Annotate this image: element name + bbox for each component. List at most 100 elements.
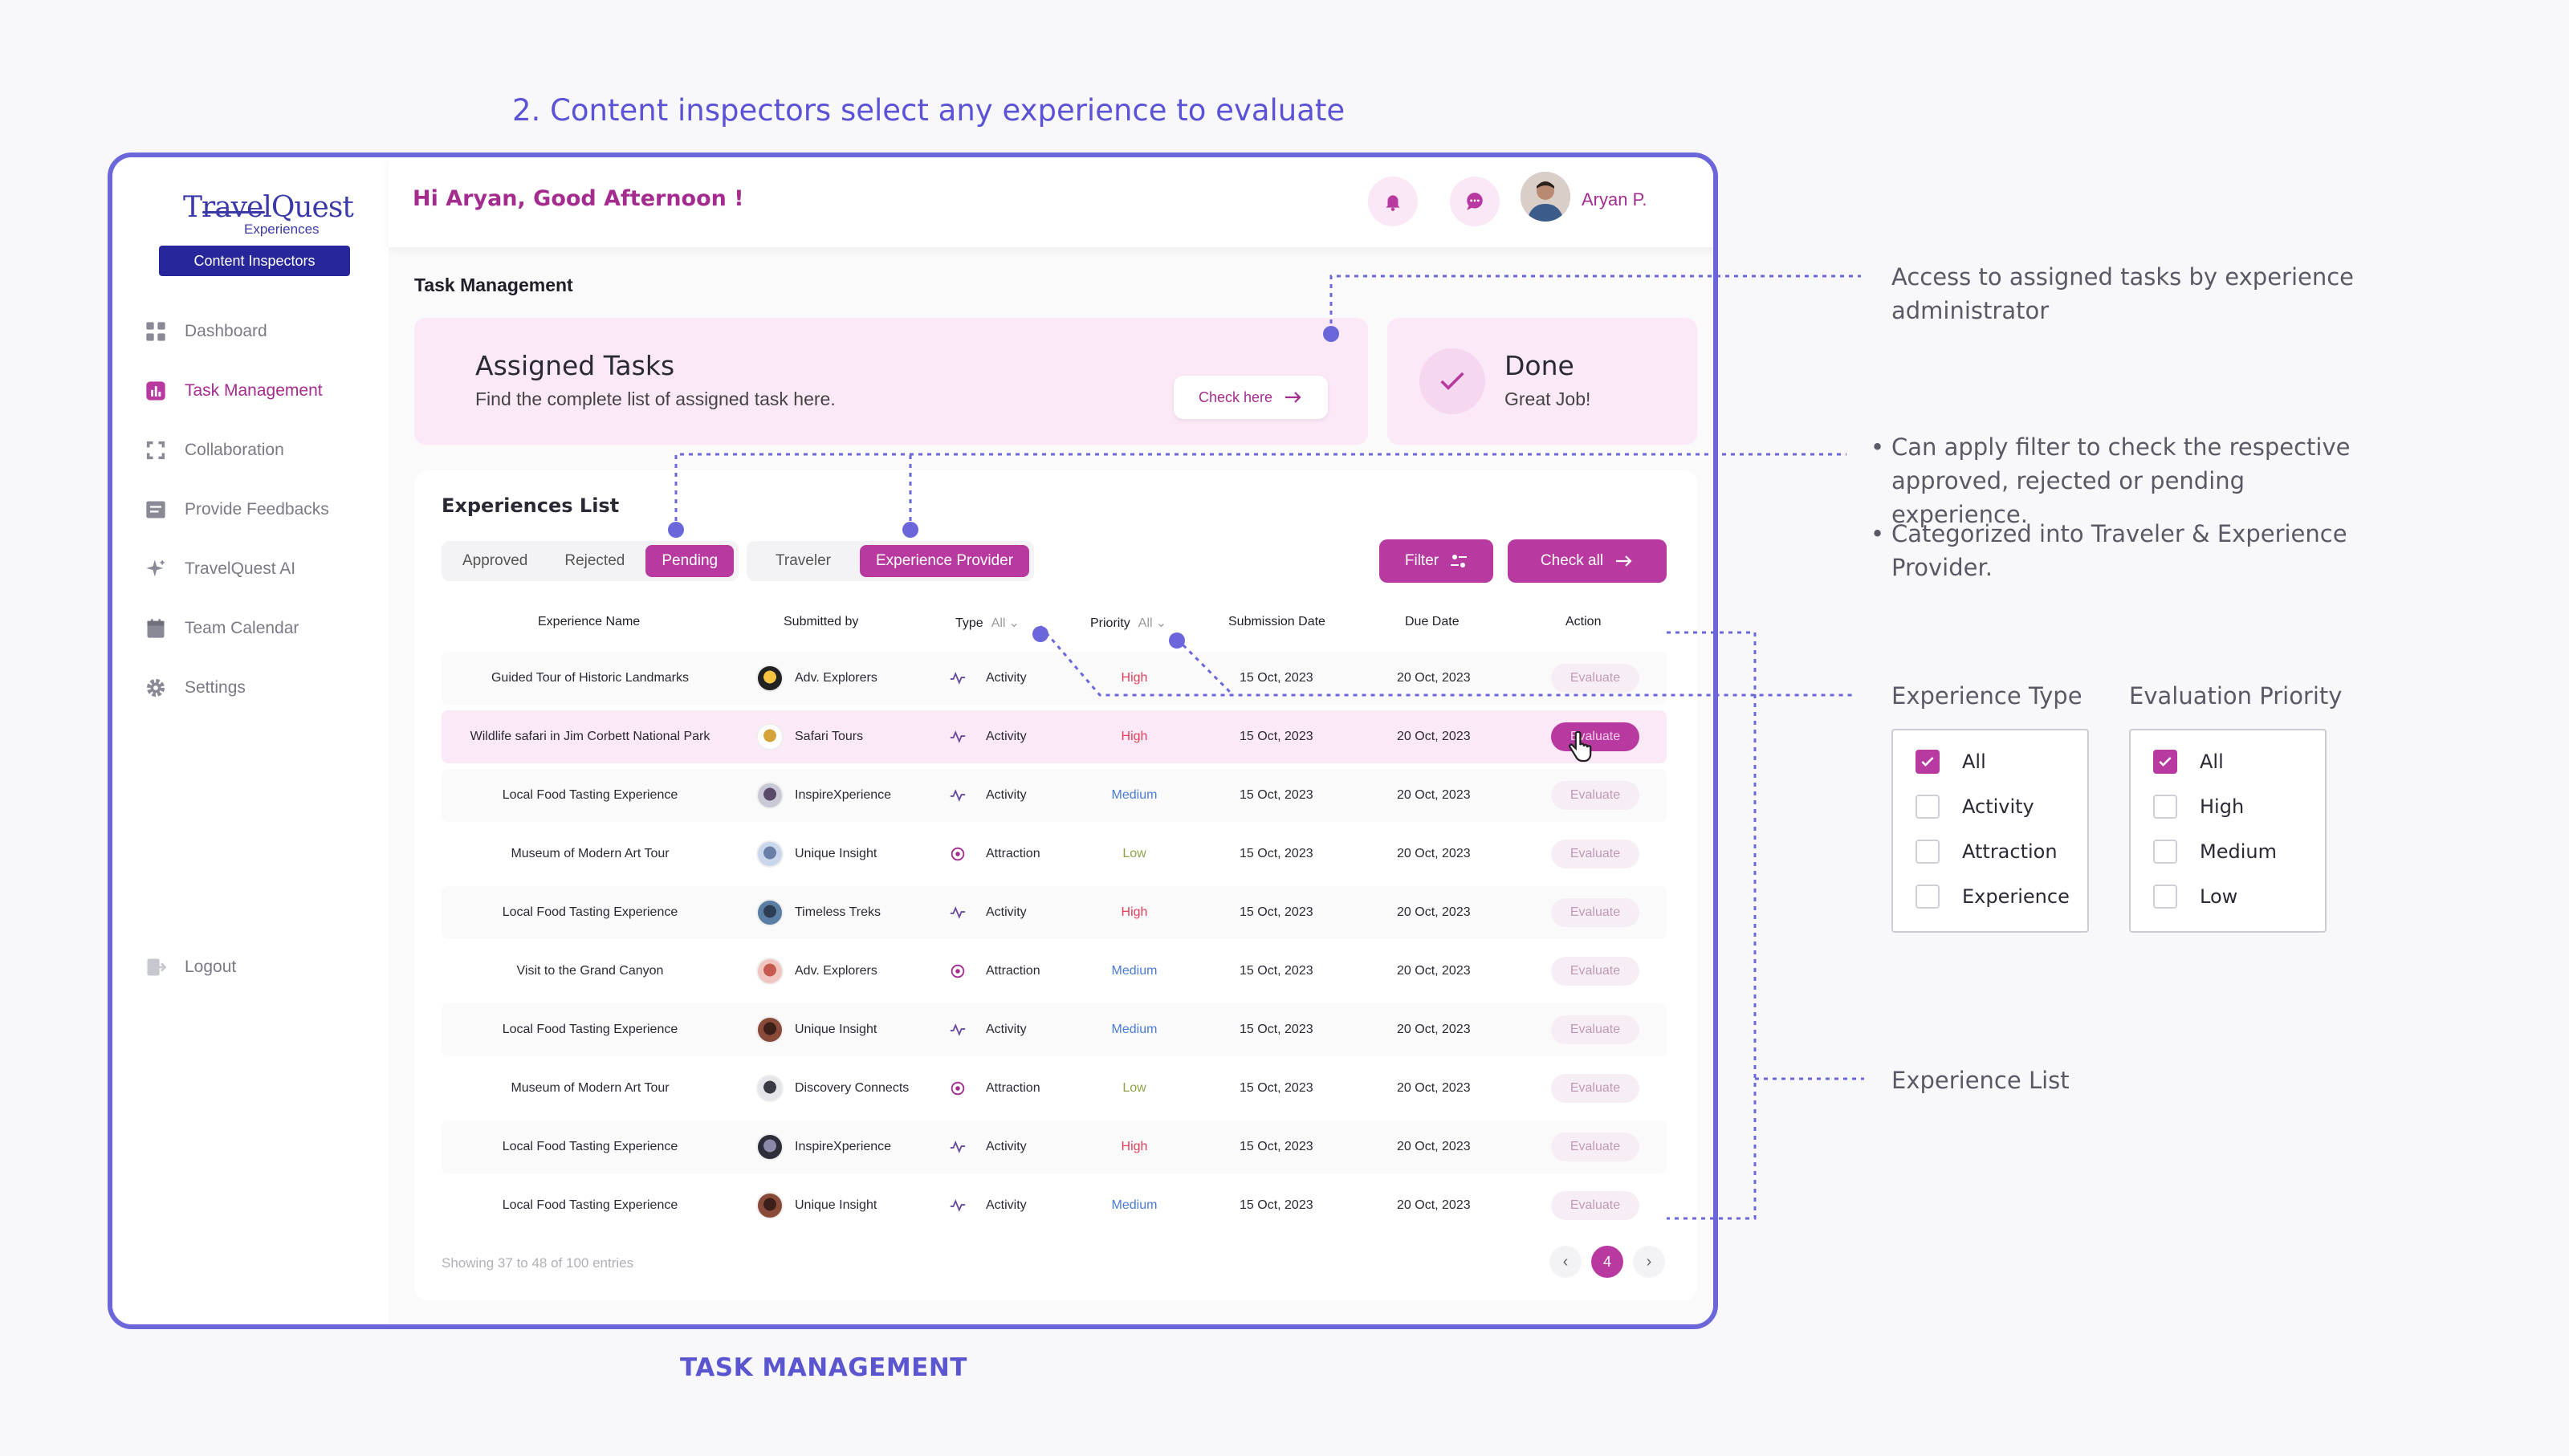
table-row[interactable]: Museum of Modern Art Tour Discovery Conne…: [442, 1062, 1667, 1115]
category-tabs: Traveler Experience Provider: [747, 541, 1035, 581]
messages-button[interactable]: [1450, 177, 1500, 226]
checkbox[interactable]: [2153, 840, 2177, 864]
annotation-assigned-tasks: Access to assigned tasks by experience a…: [1891, 263, 2355, 324]
evaluate-button[interactable]: Evaluate: [1551, 781, 1639, 810]
notification-button[interactable]: [1368, 177, 1418, 226]
evaluate-cell: Evaluate: [1551, 1179, 1639, 1232]
entries-info: Showing 37 to 48 of 100 entries: [442, 1255, 634, 1271]
arrow-right-icon: [1285, 392, 1301, 403]
tab-rejected[interactable]: Rejected: [564, 552, 625, 569]
avatar: [756, 723, 784, 750]
checkbox-option[interactable]: All: [2153, 750, 2224, 774]
checkbox-label: Experience: [1962, 885, 2070, 908]
priority-cell: Medium: [1092, 1179, 1177, 1232]
check-all-button[interactable]: Check all: [1508, 539, 1667, 583]
activity-icon: [950, 672, 966, 685]
checkbox-option[interactable]: Low: [2153, 885, 2237, 909]
col-type[interactable]: Type All ⌄: [955, 615, 1020, 631]
annotation-category-text: Categorized into Traveler & Experience P…: [1891, 520, 2347, 581]
priority-label: Low: [1122, 1081, 1146, 1095]
sidebar-item-provide-feedbacks[interactable]: Provide Feedbacks: [145, 490, 377, 530]
checkbox-label: Medium: [2200, 840, 2277, 863]
due-date: 20 Oct, 2023: [1397, 1081, 1471, 1095]
logo-subtitle: Experiences: [244, 222, 320, 237]
avatar: [756, 665, 784, 692]
evaluate-button[interactable]: Evaluate: [1551, 722, 1639, 751]
page-button-current[interactable]: 4: [1591, 1246, 1623, 1278]
evaluate-button[interactable]: Evaluate: [1551, 1191, 1639, 1220]
checkbox-label: Low: [2200, 885, 2238, 908]
checkbox-option[interactable]: Experience: [1916, 885, 2070, 909]
checkbox[interactable]: [1916, 885, 1940, 909]
checkbox-option[interactable]: All: [1916, 750, 1986, 774]
prev-page-button[interactable]: ‹: [1549, 1246, 1582, 1278]
table-row[interactable]: Local Food Tasting Experience InspireXper…: [442, 769, 1667, 822]
check-here-button[interactable]: Check here: [1174, 376, 1328, 419]
checkbox-option[interactable]: High: [2153, 795, 2244, 819]
submitted-by: Unique Insight: [756, 1003, 877, 1056]
evaluate-button[interactable]: Evaluate: [1551, 840, 1639, 868]
top-bar: Hi Aryan, Good Afternoon ! Aryan P.: [389, 157, 1713, 247]
tab-traveler[interactable]: Traveler: [776, 552, 831, 569]
evaluate-button[interactable]: Evaluate: [1551, 1074, 1639, 1103]
sidebar: TravelQuest Experiences Content Inspecto…: [112, 157, 389, 1324]
evaluate-button[interactable]: Evaluate: [1551, 898, 1639, 927]
table-row[interactable]: Local Food Tasting Experience Timeless Tr…: [442, 886, 1667, 939]
next-page-button[interactable]: ›: [1633, 1246, 1665, 1278]
table-row[interactable]: Museum of Modern Art Tour Unique Insight A…: [442, 828, 1667, 881]
checkbox-option[interactable]: Attraction: [1916, 840, 2058, 864]
checkbox[interactable]: [1916, 795, 1940, 819]
activity-icon: [950, 1199, 966, 1212]
tab-approved[interactable]: Approved: [462, 552, 528, 569]
checkbox-label: All: [2200, 750, 2224, 773]
table-row[interactable]: Wildlife safari in Jim Corbett National …: [442, 710, 1667, 763]
list-title: Experiences List: [442, 494, 620, 517]
collaboration-icon: [145, 439, 167, 462]
checkbox[interactable]: [2153, 795, 2177, 819]
sidebar-item-collaboration[interactable]: Collaboration: [145, 430, 377, 470]
type-cell: Activity: [949, 1120, 1027, 1173]
checkbox[interactable]: [1916, 750, 1940, 774]
sidebar-item-travelquest-ai[interactable]: TravelQuest AI: [145, 549, 377, 589]
evaluate-button[interactable]: Evaluate: [1551, 957, 1639, 986]
checkbox-option[interactable]: Medium: [2153, 840, 2277, 864]
table-row[interactable]: Visit to the Grand Canyon Adv. Explorers A…: [442, 945, 1667, 998]
type-label: Activity: [986, 1023, 1027, 1036]
submitter-name: Discovery Connects: [795, 1081, 910, 1095]
avatar: [756, 899, 784, 926]
user-name[interactable]: Aryan P.: [1582, 189, 1647, 209]
activity-icon: [950, 1023, 966, 1036]
tab-experience-provider[interactable]: Experience Provider: [859, 545, 1030, 577]
chevron-right-icon: ›: [1646, 1252, 1652, 1271]
evaluate-button[interactable]: Evaluate: [1551, 1015, 1639, 1044]
priority-cell: High: [1092, 886, 1177, 939]
sidebar-item-team-calendar[interactable]: Team Calendar: [145, 608, 377, 649]
experience-name: Wildlife safari in Jim Corbett National …: [470, 730, 710, 743]
tab-pending[interactable]: Pending: [645, 545, 735, 577]
checkbox[interactable]: [2153, 750, 2177, 774]
table-row[interactable]: Local Food Tasting Experience Unique Insi…: [442, 1003, 1667, 1056]
checkbox-option[interactable]: Activity: [1916, 795, 2034, 819]
sidebar-item-task-management[interactable]: Task Management: [145, 371, 377, 411]
experience-name: Museum of Modern Art Tour: [511, 1081, 670, 1095]
evaluate-button[interactable]: Evaluate: [1551, 664, 1639, 693]
evaluate-button[interactable]: Evaluate: [1551, 1133, 1639, 1161]
type-label: Activity: [986, 905, 1027, 919]
checkbox[interactable]: [2153, 885, 2177, 909]
table-row[interactable]: Local Food Tasting Experience Unique Insi…: [442, 1179, 1667, 1232]
assigned-tasks-subtitle: Find the complete list of assigned task …: [475, 388, 836, 409]
submitter-name: Timeless Treks: [795, 905, 881, 919]
activity-icon: [950, 1141, 966, 1153]
checkbox[interactable]: [1916, 840, 1940, 864]
table-row[interactable]: Local Food Tasting Experience InspireXper…: [442, 1120, 1667, 1173]
col-priority[interactable]: Priority All ⌄: [1090, 615, 1166, 631]
sidebar-item-dashboard[interactable]: Dashboard: [145, 311, 377, 352]
logout-button[interactable]: Logout: [145, 947, 377, 987]
logo[interactable]: TravelQuest: [183, 191, 354, 224]
filter-button[interactable]: Filter: [1379, 539, 1493, 583]
sidebar-item-settings[interactable]: Settings: [145, 668, 377, 708]
assigned-tasks-title: Assigned Tasks: [475, 350, 675, 381]
done-title: Done: [1504, 350, 1574, 381]
avatar[interactable]: [1521, 172, 1570, 222]
